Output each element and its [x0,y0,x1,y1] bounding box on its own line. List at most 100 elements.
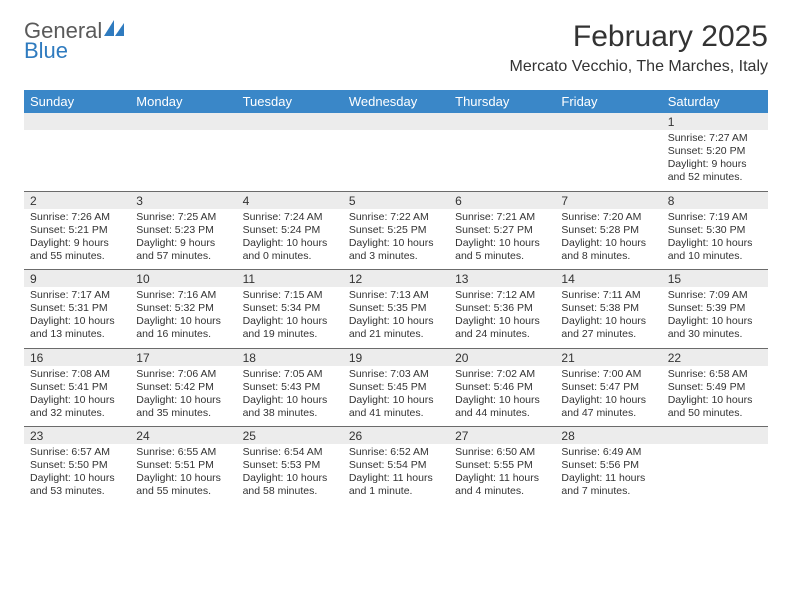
weekday-header: Saturday [662,90,768,113]
calendar-cell: 4Sunrise: 7:24 AMSunset: 5:24 PMDaylight… [237,191,343,270]
day-details: Sunrise: 7:09 AMSunset: 5:39 PMDaylight:… [662,287,768,348]
day-details: Sunrise: 6:52 AMSunset: 5:54 PMDaylight:… [343,444,449,505]
day-number: 17 [130,349,236,366]
day-detail-line: Daylight: 10 hours and 58 minutes. [243,472,337,498]
day-number: 5 [343,192,449,209]
day-number: 24 [130,427,236,444]
page-title: February 2025 [510,20,768,54]
day-detail-line: Sunset: 5:49 PM [668,381,762,394]
day-detail-line: Sunset: 5:45 PM [349,381,443,394]
calendar-cell: 1Sunrise: 7:27 AMSunset: 5:20 PMDaylight… [662,113,768,191]
day-number: 23 [24,427,130,444]
calendar-cell: 5Sunrise: 7:22 AMSunset: 5:25 PMDaylight… [343,191,449,270]
day-detail-line: Sunset: 5:50 PM [30,459,124,472]
day-detail-line: Daylight: 10 hours and 53 minutes. [30,472,124,498]
day-detail-line: Daylight: 9 hours and 57 minutes. [136,237,230,263]
calendar-cell [237,113,343,191]
calendar-cell: 14Sunrise: 7:11 AMSunset: 5:38 PMDayligh… [555,270,661,349]
day-detail-line: Daylight: 10 hours and 16 minutes. [136,315,230,341]
day-detail-line: Daylight: 10 hours and 10 minutes. [668,237,762,263]
day-details: Sunrise: 7:12 AMSunset: 5:36 PMDaylight:… [449,287,555,348]
day-detail-line: Sunrise: 7:21 AM [455,211,549,224]
day-detail-line: Sunset: 5:20 PM [668,145,762,158]
day-detail-line: Sunset: 5:24 PM [243,224,337,237]
day-detail-line: Sunrise: 7:06 AM [136,368,230,381]
calendar-cell [130,113,236,191]
day-detail-line: Daylight: 10 hours and 41 minutes. [349,394,443,420]
calendar-cell: 26Sunrise: 6:52 AMSunset: 5:54 PMDayligh… [343,427,449,505]
day-detail-line: Sunrise: 7:11 AM [561,289,655,302]
weekday-header: Friday [555,90,661,113]
calendar-cell: 19Sunrise: 7:03 AMSunset: 5:45 PMDayligh… [343,348,449,427]
calendar-cell [662,427,768,505]
calendar-cell: 9Sunrise: 7:17 AMSunset: 5:31 PMDaylight… [24,270,130,349]
day-details: Sunrise: 6:50 AMSunset: 5:55 PMDaylight:… [449,444,555,505]
day-details: Sunrise: 7:16 AMSunset: 5:32 PMDaylight:… [130,287,236,348]
day-detail-line: Daylight: 10 hours and 0 minutes. [243,237,337,263]
day-number: 19 [343,349,449,366]
day-details: Sunrise: 7:26 AMSunset: 5:21 PMDaylight:… [24,209,130,270]
day-details: Sunrise: 6:57 AMSunset: 5:50 PMDaylight:… [24,444,130,505]
calendar-week-row: 9Sunrise: 7:17 AMSunset: 5:31 PMDaylight… [24,270,768,349]
day-detail-line: Daylight: 10 hours and 32 minutes. [30,394,124,420]
day-details [130,130,236,188]
day-detail-line: Sunset: 5:54 PM [349,459,443,472]
day-detail-line: Sunset: 5:34 PM [243,302,337,315]
day-details: Sunrise: 7:24 AMSunset: 5:24 PMDaylight:… [237,209,343,270]
calendar-week-row: 23Sunrise: 6:57 AMSunset: 5:50 PMDayligh… [24,427,768,505]
calendar-cell [343,113,449,191]
day-detail-line: Daylight: 10 hours and 38 minutes. [243,394,337,420]
day-details [555,130,661,188]
day-detail-line: Sunrise: 7:17 AM [30,289,124,302]
calendar-week-row: 16Sunrise: 7:08 AMSunset: 5:41 PMDayligh… [24,348,768,427]
calendar-cell: 7Sunrise: 7:20 AMSunset: 5:28 PMDaylight… [555,191,661,270]
day-detail-line: Sunrise: 6:52 AM [349,446,443,459]
day-number [555,113,661,130]
header: General Blue February 2025 Mercato Vecch… [24,20,768,76]
calendar-cell: 24Sunrise: 6:55 AMSunset: 5:51 PMDayligh… [130,427,236,505]
weekday-header: Wednesday [343,90,449,113]
calendar-cell: 18Sunrise: 7:05 AMSunset: 5:43 PMDayligh… [237,348,343,427]
calendar-cell [449,113,555,191]
day-details: Sunrise: 7:19 AMSunset: 5:30 PMDaylight:… [662,209,768,270]
day-detail-line: Sunrise: 7:15 AM [243,289,337,302]
logo: General Blue [24,20,126,62]
weekday-header: Thursday [449,90,555,113]
day-detail-line: Daylight: 10 hours and 5 minutes. [455,237,549,263]
calendar-cell: 28Sunrise: 6:49 AMSunset: 5:56 PMDayligh… [555,427,661,505]
day-detail-line: Sunset: 5:35 PM [349,302,443,315]
day-detail-line: Sunrise: 7:09 AM [668,289,762,302]
day-details: Sunrise: 7:17 AMSunset: 5:31 PMDaylight:… [24,287,130,348]
day-details: Sunrise: 7:08 AMSunset: 5:41 PMDaylight:… [24,366,130,427]
calendar-cell: 13Sunrise: 7:12 AMSunset: 5:36 PMDayligh… [449,270,555,349]
day-details: Sunrise: 7:20 AMSunset: 5:28 PMDaylight:… [555,209,661,270]
day-detail-line: Daylight: 10 hours and 47 minutes. [561,394,655,420]
day-detail-line: Sunset: 5:38 PM [561,302,655,315]
day-number [237,113,343,130]
day-detail-line: Sunrise: 6:54 AM [243,446,337,459]
day-detail-line: Daylight: 10 hours and 3 minutes. [349,237,443,263]
day-detail-line: Sunset: 5:25 PM [349,224,443,237]
day-detail-line: Daylight: 10 hours and 19 minutes. [243,315,337,341]
day-number: 4 [237,192,343,209]
day-detail-line: Sunrise: 7:26 AM [30,211,124,224]
day-details: Sunrise: 6:54 AMSunset: 5:53 PMDaylight:… [237,444,343,505]
day-number [662,427,768,444]
day-detail-line: Sunset: 5:46 PM [455,381,549,394]
day-detail-line: Daylight: 10 hours and 13 minutes. [30,315,124,341]
day-number [130,113,236,130]
day-number: 20 [449,349,555,366]
weekday-header: Tuesday [237,90,343,113]
calendar-cell: 23Sunrise: 6:57 AMSunset: 5:50 PMDayligh… [24,427,130,505]
day-detail-line: Sunset: 5:21 PM [30,224,124,237]
day-details: Sunrise: 7:00 AMSunset: 5:47 PMDaylight:… [555,366,661,427]
calendar-cell: 17Sunrise: 7:06 AMSunset: 5:42 PMDayligh… [130,348,236,427]
day-detail-line: Sunset: 5:28 PM [561,224,655,237]
day-number: 15 [662,270,768,287]
day-detail-line: Sunset: 5:30 PM [668,224,762,237]
calendar-cell: 6Sunrise: 7:21 AMSunset: 5:27 PMDaylight… [449,191,555,270]
day-number [343,113,449,130]
day-detail-line: Sunrise: 7:13 AM [349,289,443,302]
day-detail-line: Sunrise: 7:00 AM [561,368,655,381]
day-detail-line: Sunset: 5:42 PM [136,381,230,394]
